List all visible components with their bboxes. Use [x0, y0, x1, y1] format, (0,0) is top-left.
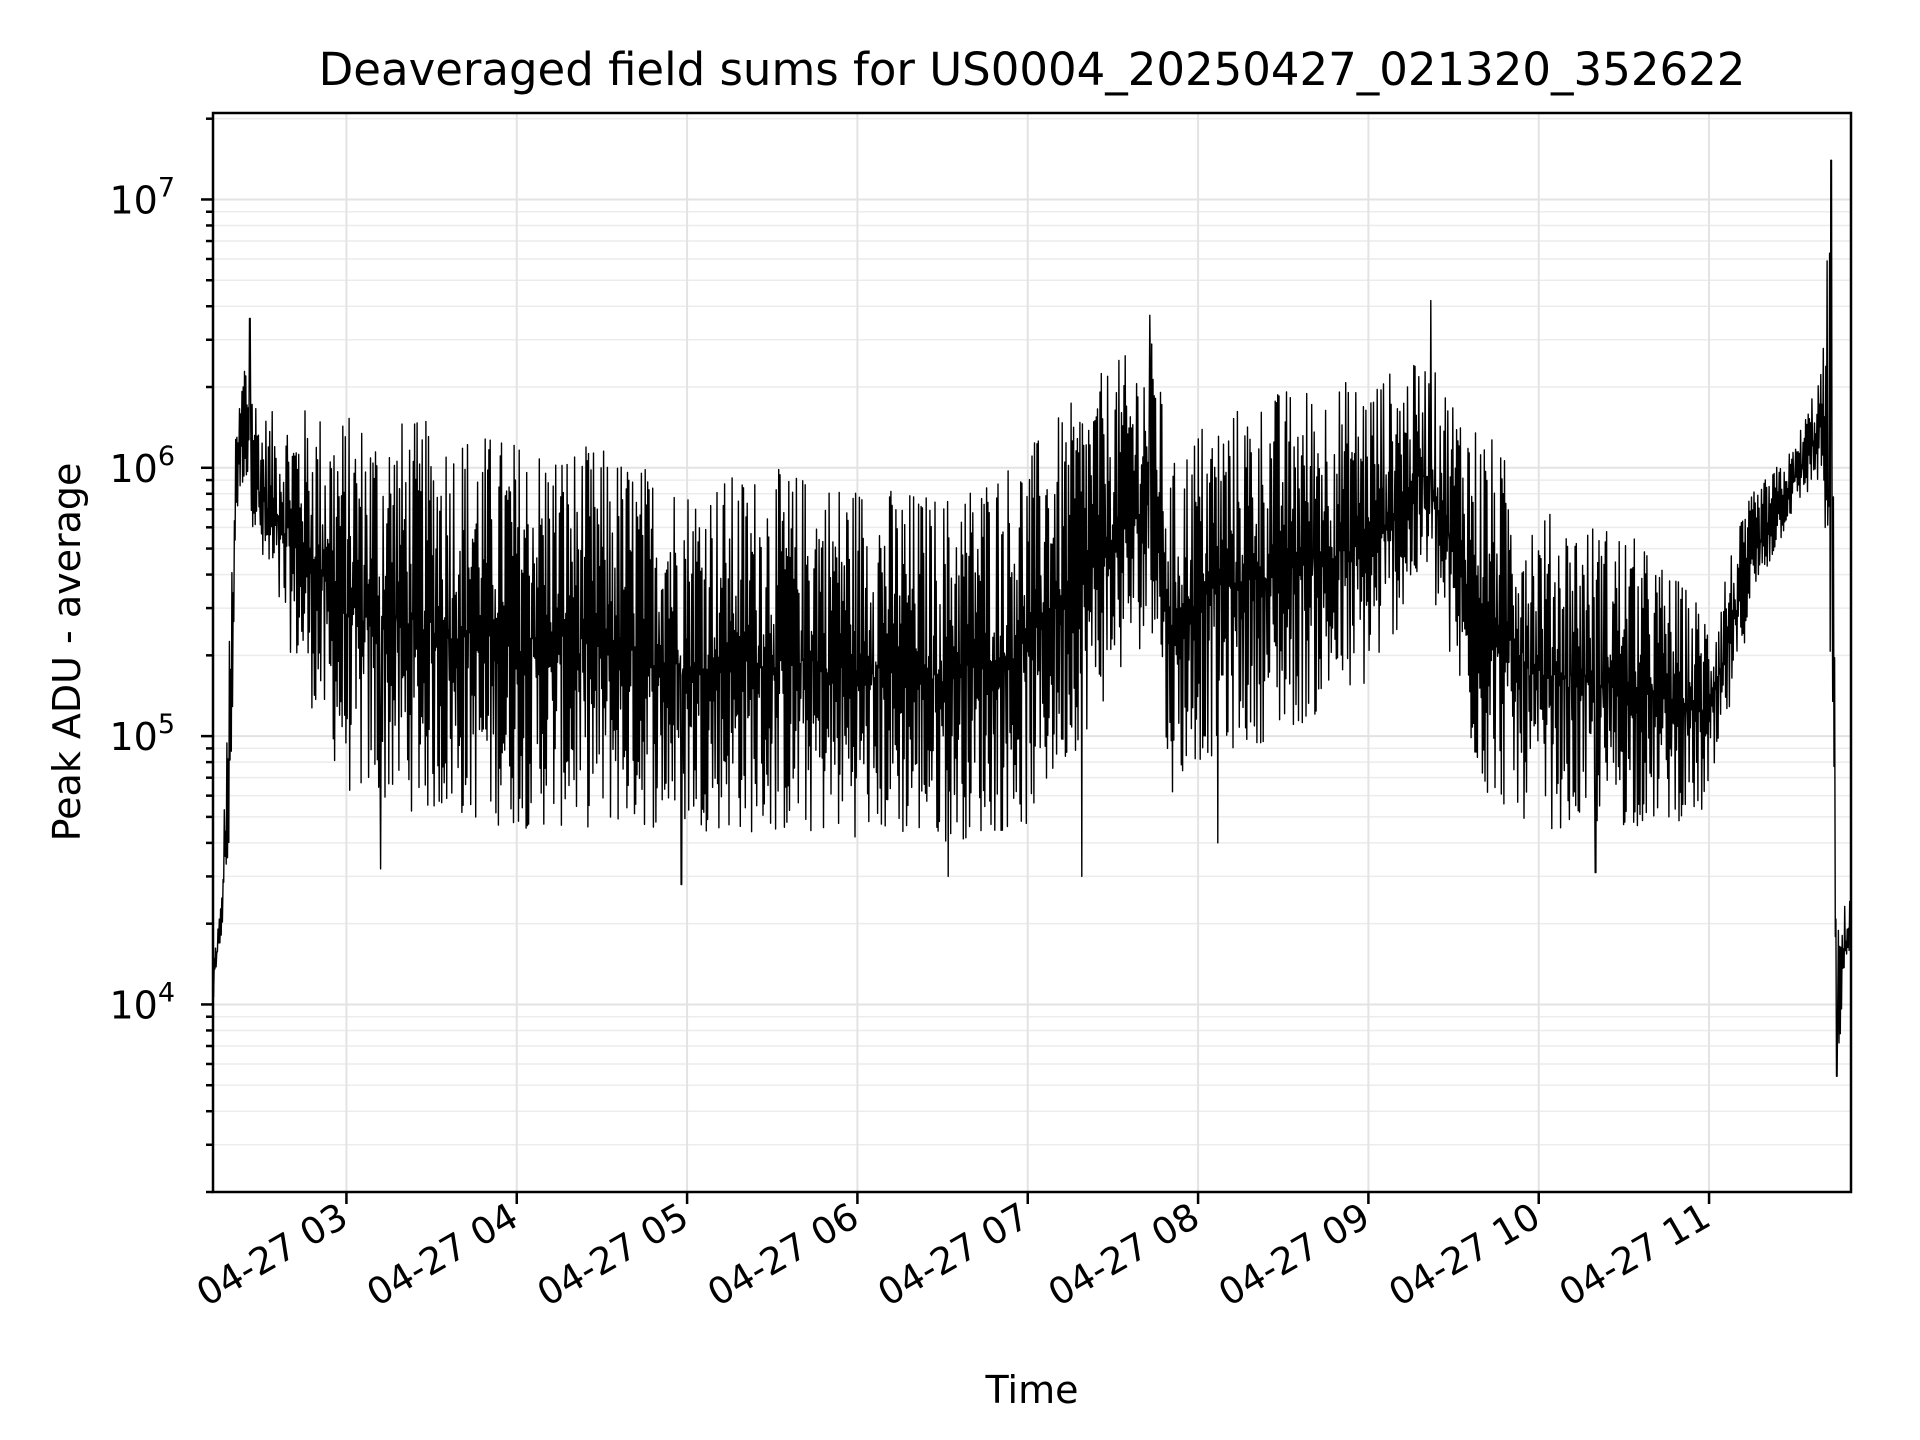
y-axis-label: Peak ADU - average	[45, 463, 89, 842]
chart-title: Deaveraged field sums for US0004_2025042…	[319, 43, 1746, 96]
y-axis: 104 105 106 107	[109, 117, 213, 1194]
plot-frame	[211, 111, 1853, 1194]
x-axis-label: Time	[985, 1368, 1079, 1412]
series-layer	[212, 159, 1852, 1078]
y-tick-label: 107	[109, 172, 175, 222]
y-tick-label: 106	[109, 441, 175, 491]
y-tick-label: 105	[109, 709, 175, 759]
series-line	[212, 159, 1852, 1078]
y-tick-label: 104	[109, 977, 175, 1027]
